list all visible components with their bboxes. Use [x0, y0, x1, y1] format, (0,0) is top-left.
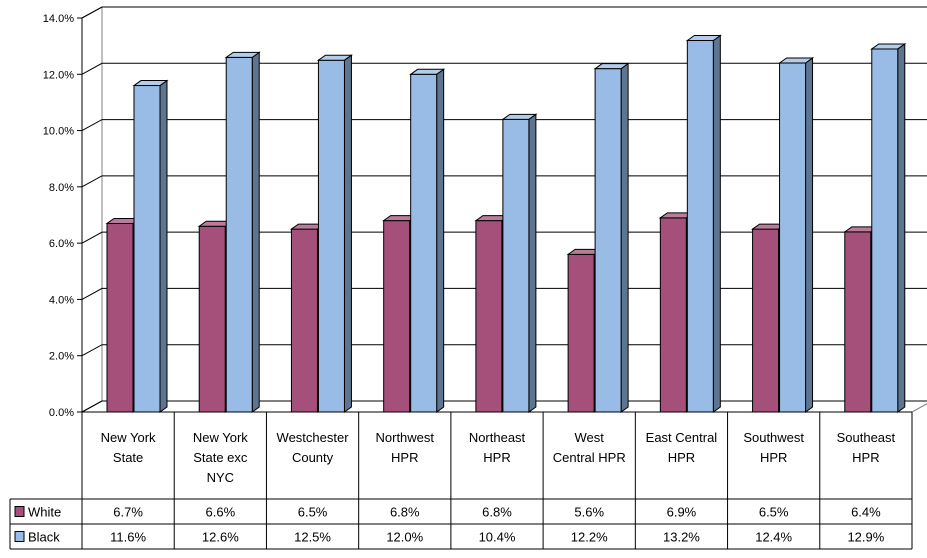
y-tick-label: 14.0% [43, 13, 74, 25]
bar-white [106, 222, 134, 413]
category-label: Northwest HPR [376, 430, 435, 465]
bar-side-black [251, 51, 260, 413]
gridline [81, 344, 927, 357]
category-label: Northeast HPR [469, 430, 526, 465]
category-label: Southwest HPR [743, 430, 804, 465]
category-label: Southeast HPR [837, 430, 896, 465]
bar-black [317, 59, 345, 413]
bar-black [133, 85, 161, 413]
category-label: New York State [101, 430, 156, 465]
data-label: 5.6% [574, 505, 604, 520]
data-label: 6.8% [482, 505, 512, 520]
bar-top-black [593, 63, 630, 70]
bar-top-black [870, 43, 907, 50]
legend-key-white [14, 506, 25, 517]
bar-top-black [409, 68, 446, 75]
data-label: 6.8% [390, 505, 420, 520]
legend-label-black: Black [28, 530, 60, 545]
bar-white [844, 231, 872, 413]
bar-top-black [316, 54, 354, 61]
category-label: Westchester County [277, 430, 350, 465]
data-label: 6.7% [113, 505, 143, 520]
gridline [81, 400, 927, 413]
bar-black [686, 40, 714, 413]
bar-black [594, 68, 622, 413]
category-label: New York State exc NYC [193, 430, 248, 485]
bar-white [383, 220, 411, 413]
y-tick-label: 6.0% [49, 238, 74, 250]
data-label: 12.5% [294, 530, 331, 545]
bar-black [410, 73, 438, 413]
bar-top-black [132, 80, 169, 87]
data-label: 6.9% [667, 505, 697, 520]
bar-side-black [712, 34, 721, 413]
bar-white [659, 217, 687, 413]
bar-white [567, 253, 595, 413]
bar-side-black [436, 68, 445, 413]
y-tick-label: 0.0% [49, 407, 74, 419]
gridline [81, 6, 927, 19]
y-tick-label: 4.0% [49, 294, 74, 306]
bar-white [198, 225, 226, 413]
bar-top-black [685, 35, 722, 42]
bar-top-black [777, 57, 815, 64]
y-tick-label: 8.0% [49, 182, 74, 194]
bar-black [871, 48, 899, 413]
bar-side-black [620, 62, 629, 413]
bar-side-black [528, 113, 537, 413]
y-tick-label: 12.0% [43, 69, 74, 81]
bar-black [502, 118, 530, 413]
gridline [81, 62, 927, 75]
data-label: 11.6% [110, 530, 146, 545]
data-label: 10.4% [479, 530, 516, 545]
data-label: 12.2% [571, 530, 608, 545]
data-label: 13.2% [663, 530, 700, 545]
data-label: 6.5% [759, 505, 789, 520]
bar-top-black [224, 51, 261, 58]
bar-side-black [343, 54, 352, 413]
gridline [81, 231, 927, 244]
bar-side-black [159, 79, 168, 413]
category-label: East Central HPR [646, 430, 718, 465]
bar-top-black [501, 113, 538, 120]
y-tick-label: 2.0% [49, 351, 74, 363]
bar-white [752, 228, 780, 413]
data-label: 6.4% [851, 505, 881, 520]
data-label: 12.4% [755, 530, 792, 545]
data-label: 6.5% [298, 505, 328, 520]
bar-black [779, 62, 807, 413]
side-wall [81, 6, 103, 413]
data-label: 6.6% [206, 505, 236, 520]
data-label: 12.9% [847, 530, 884, 545]
bar-white [475, 220, 503, 413]
bar-black [225, 56, 253, 413]
y-tick-label: 10.0% [43, 126, 74, 138]
legend-label-white: White [28, 505, 61, 520]
category-label: West Central HPR [553, 430, 626, 465]
gridline [81, 175, 927, 188]
gridline [81, 119, 927, 132]
legend-key-black [14, 531, 25, 542]
gridline [81, 287, 927, 300]
data-label: 12.6% [202, 530, 239, 545]
bar-white [290, 228, 318, 413]
bar-side-black [805, 57, 814, 413]
bar-side-black [897, 42, 906, 413]
data-label: 12.0% [386, 530, 423, 545]
